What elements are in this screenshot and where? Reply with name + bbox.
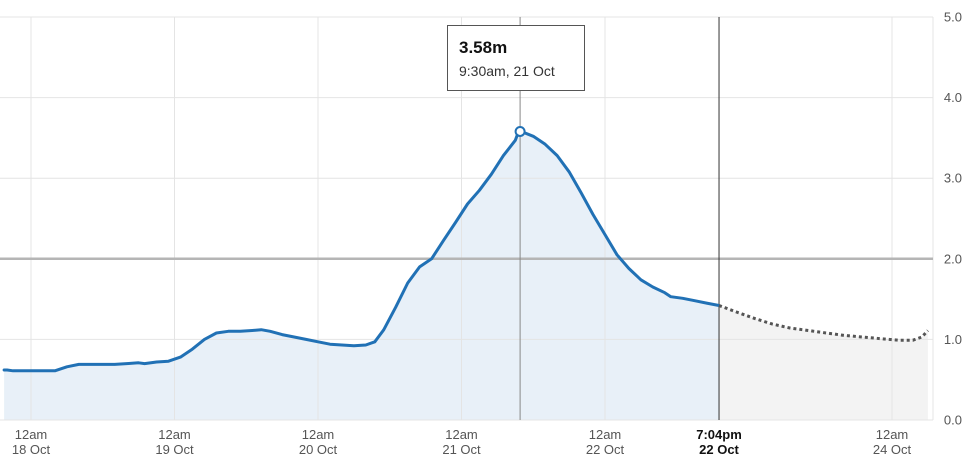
x-tick-label-date: 22 Oct — [699, 442, 739, 457]
tooltip-value: 3.58m — [459, 38, 508, 57]
chart-areas — [4, 131, 928, 420]
y-tick-label: 4.0 — [944, 90, 962, 105]
peak-point — [514, 125, 526, 137]
x-tick-label-time: 7:04pm — [696, 427, 742, 442]
y-tick-label: 0.0 — [944, 413, 962, 428]
forecast-area — [719, 305, 928, 420]
x-tick-label-date: 20 Oct — [299, 442, 338, 457]
x-tick-label-date: 22 Oct — [586, 442, 625, 457]
x-tick-label-date: 19 Oct — [155, 442, 194, 457]
observed-series-line — [2, 130, 721, 373]
y-tick-label: 5.0 — [944, 10, 962, 25]
y-tick-label: 3.0 — [944, 171, 962, 186]
y-tick-label: 1.0 — [944, 332, 962, 347]
tooltip-time: 9:30am, 21 Oct — [459, 63, 555, 79]
x-tick-label-date: 18 Oct — [12, 442, 51, 457]
x-tick-label-time: 12am — [876, 427, 909, 442]
observed-area — [4, 131, 720, 420]
forecast-series-line — [718, 304, 930, 342]
x-tick-label-time: 12am — [15, 427, 48, 442]
x-tick-label-time: 12am — [445, 427, 478, 442]
x-tick-label-time: 12am — [589, 427, 622, 442]
y-axis: 0.0 1.0 2.0 3.0 4.0 5.0 — [944, 10, 962, 428]
x-tick-label-time: 12am — [302, 427, 335, 442]
chart-markers — [514, 125, 526, 137]
x-tick-label-date: 21 Oct — [442, 442, 481, 457]
x-tick-label-time: 12am — [158, 427, 191, 442]
y-tick-label: 2.0 — [944, 251, 962, 266]
x-tick-label-date: 24 Oct — [873, 442, 912, 457]
peak-tooltip: 3.58m 9:30am, 21 Oct — [447, 25, 585, 91]
